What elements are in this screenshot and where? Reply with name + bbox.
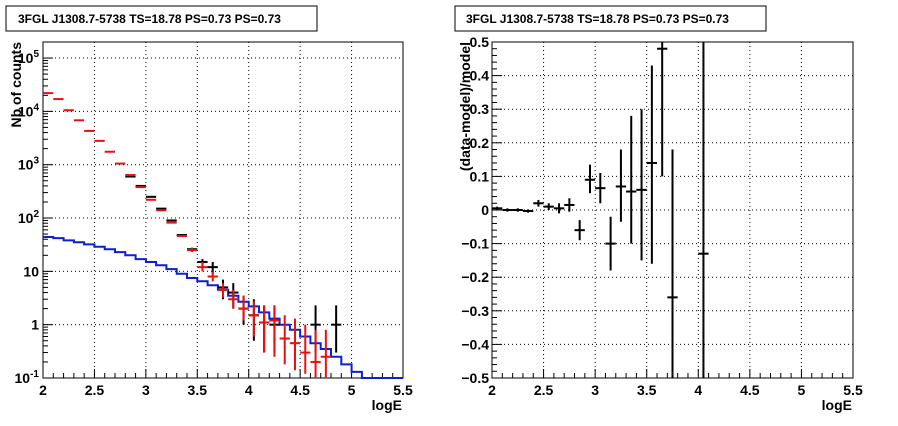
counts-x-tick-labels: 2 2.5 3 3.5 4 4.5 5 5.5 (39, 382, 413, 398)
residual-point (595, 173, 606, 204)
residual-point (492, 206, 503, 210)
counts-plot-frame (42, 41, 404, 379)
x-tick-label: 5.5 (843, 382, 863, 398)
data-point (269, 305, 280, 357)
data-point (248, 300, 259, 337)
y-tick-label: −0.1 (461, 236, 489, 252)
residual-point (667, 149, 678, 378)
residual-point (564, 198, 575, 212)
x-tick-label: 5 (348, 382, 356, 398)
residual-point (512, 208, 523, 212)
residual-point (522, 209, 534, 213)
y-tick-label: −0.4 (461, 336, 489, 352)
y-tick-label: 0.4 (470, 68, 490, 84)
source-model-step-line (43, 236, 403, 379)
residual-point (605, 216, 616, 271)
x-tick-label: 4 (245, 382, 253, 398)
counts-title: 3FGL J1308.7-5738 TS=18.78 PS=0.73 PS=0.… (18, 12, 281, 26)
residual-title: 3FGL J1308.7-5738 TS=18.78 PS=0.73 PS=0.… (466, 12, 729, 26)
residual-ticks (491, 41, 854, 379)
x-tick-label: 3.5 (188, 382, 208, 398)
y-tick-label: 10 (23, 263, 39, 279)
x-tick-label: 5 (798, 382, 806, 398)
counts-series (43, 92, 403, 379)
y-tick-label: 0.2 (470, 135, 490, 151)
x-tick-label: 4 (694, 382, 702, 398)
x-tick-label: 3.5 (637, 382, 657, 398)
counts-x-axis-label: logE (372, 397, 402, 413)
residual-point (626, 115, 637, 244)
residual-point (584, 164, 596, 194)
data-point (197, 261, 208, 272)
counts-y-axis-label: Nb of counts (8, 42, 24, 128)
data-point (331, 305, 342, 353)
counts-panel: 3FGL J1308.7-5738 TS=18.78 PS=0.73 PS=0.… (5, 5, 413, 413)
residual-x-axis-label: logE (822, 397, 852, 413)
y-tick-label: −0.2 (461, 269, 489, 285)
y-tick-label: 0.5 (470, 34, 490, 50)
residual-y-tick-labels: 0.5 0.4 0.3 0.2 0.1 0 −0.1 −0.2 −0.3 −0.4 −0.5 (461, 34, 489, 386)
residual-y-axis-label: (data-model)/model (457, 42, 473, 171)
residual-point (615, 149, 627, 222)
y-tick-label: −0.5 (461, 370, 489, 386)
y-tick-label: 0.3 (470, 101, 490, 117)
y-tick-label: 103 (18, 156, 40, 173)
x-tick-label: 2 (488, 382, 496, 398)
counts-ticks (42, 41, 404, 379)
x-tick-label: 2 (39, 382, 47, 398)
residual-panel: 3FGL J1308.7-5738 TS=18.78 PS=0.73 PS=0.… (454, 5, 863, 413)
residual-x-tick-labels: 2 2.5 3 3.5 4 4.5 5 5.5 (488, 382, 863, 398)
y-tick-label: 0 (481, 202, 489, 218)
residual-title-box (454, 5, 767, 32)
data-point (187, 247, 198, 253)
y-tick-label: −0.3 (461, 303, 489, 319)
residual-point (502, 208, 513, 212)
data-point (279, 315, 290, 365)
x-tick-label: 4.5 (740, 382, 760, 398)
data-point (289, 318, 301, 371)
data-point (320, 329, 331, 378)
residual-point (646, 65, 658, 264)
residual-point (636, 109, 647, 261)
residual-point (698, 42, 709, 378)
x-tick-label: 5.5 (393, 382, 413, 398)
data-point (207, 271, 218, 282)
x-tick-label: 3 (142, 382, 150, 398)
x-tick-label: 2.5 (534, 382, 554, 398)
data-point (238, 295, 249, 321)
data-point (259, 305, 270, 353)
y-tick-label: 10-1 (15, 369, 40, 386)
data-point (228, 289, 239, 309)
residual-point (574, 220, 585, 241)
y-tick-label: 1 (31, 317, 39, 333)
data-point (300, 324, 311, 374)
residual-point (553, 203, 565, 214)
x-tick-label: 2.5 (85, 382, 105, 398)
y-tick-label: 102 (18, 209, 40, 226)
data-point (310, 329, 321, 378)
counts-grid (43, 42, 403, 378)
x-tick-label: 4.5 (290, 382, 310, 398)
data-point (217, 283, 229, 298)
residual-series (492, 42, 709, 378)
y-tick-label: 0.1 (470, 168, 490, 184)
counts-title-box (5, 5, 318, 32)
residual-point (543, 203, 554, 210)
residual-point (657, 42, 668, 177)
x-tick-label: 3 (591, 382, 599, 398)
residual-point (533, 199, 544, 207)
